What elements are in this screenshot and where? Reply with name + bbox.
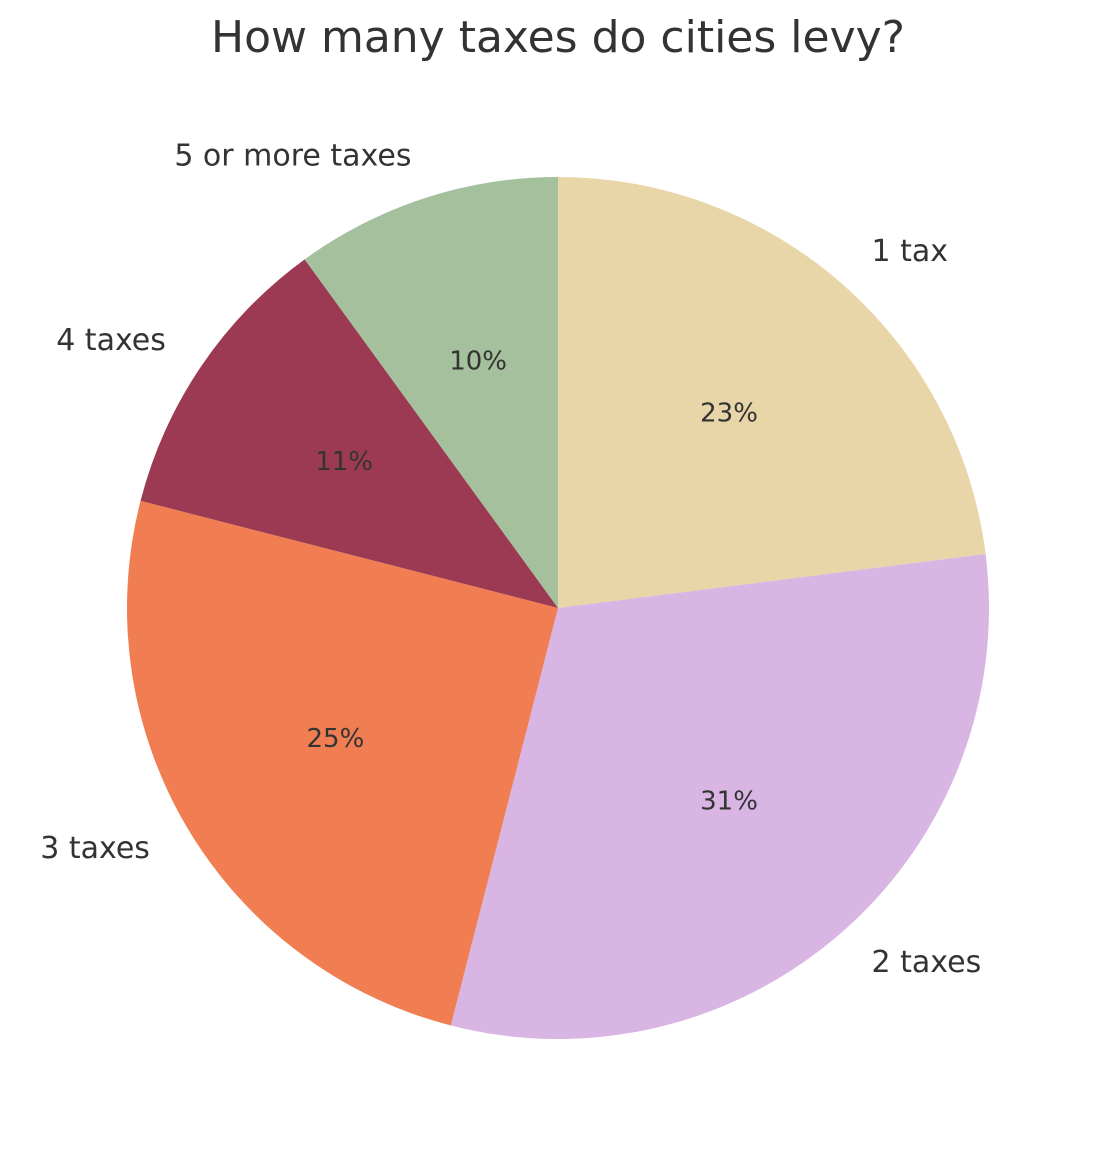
- slice-label: 4 taxes: [56, 323, 166, 358]
- slice-label: 1 tax: [872, 234, 949, 269]
- value-label: 31%: [700, 786, 758, 816]
- slice-label: 3 taxes: [40, 831, 150, 866]
- slice-label: 2 taxes: [872, 945, 982, 980]
- value-label: 11%: [315, 447, 373, 477]
- pie-slice: [304, 177, 558, 608]
- pie-slice: [127, 500, 559, 1026]
- chart-title: How many taxes do cities levy?: [211, 12, 905, 63]
- value-label: 10%: [449, 347, 507, 377]
- value-label: 25%: [307, 724, 365, 754]
- pie-slice: [450, 553, 989, 1039]
- value-label: 23%: [700, 399, 758, 429]
- pie-slice: [140, 259, 559, 608]
- pie-slice: [558, 177, 986, 608]
- slice-label: 5 or more taxes: [174, 139, 411, 174]
